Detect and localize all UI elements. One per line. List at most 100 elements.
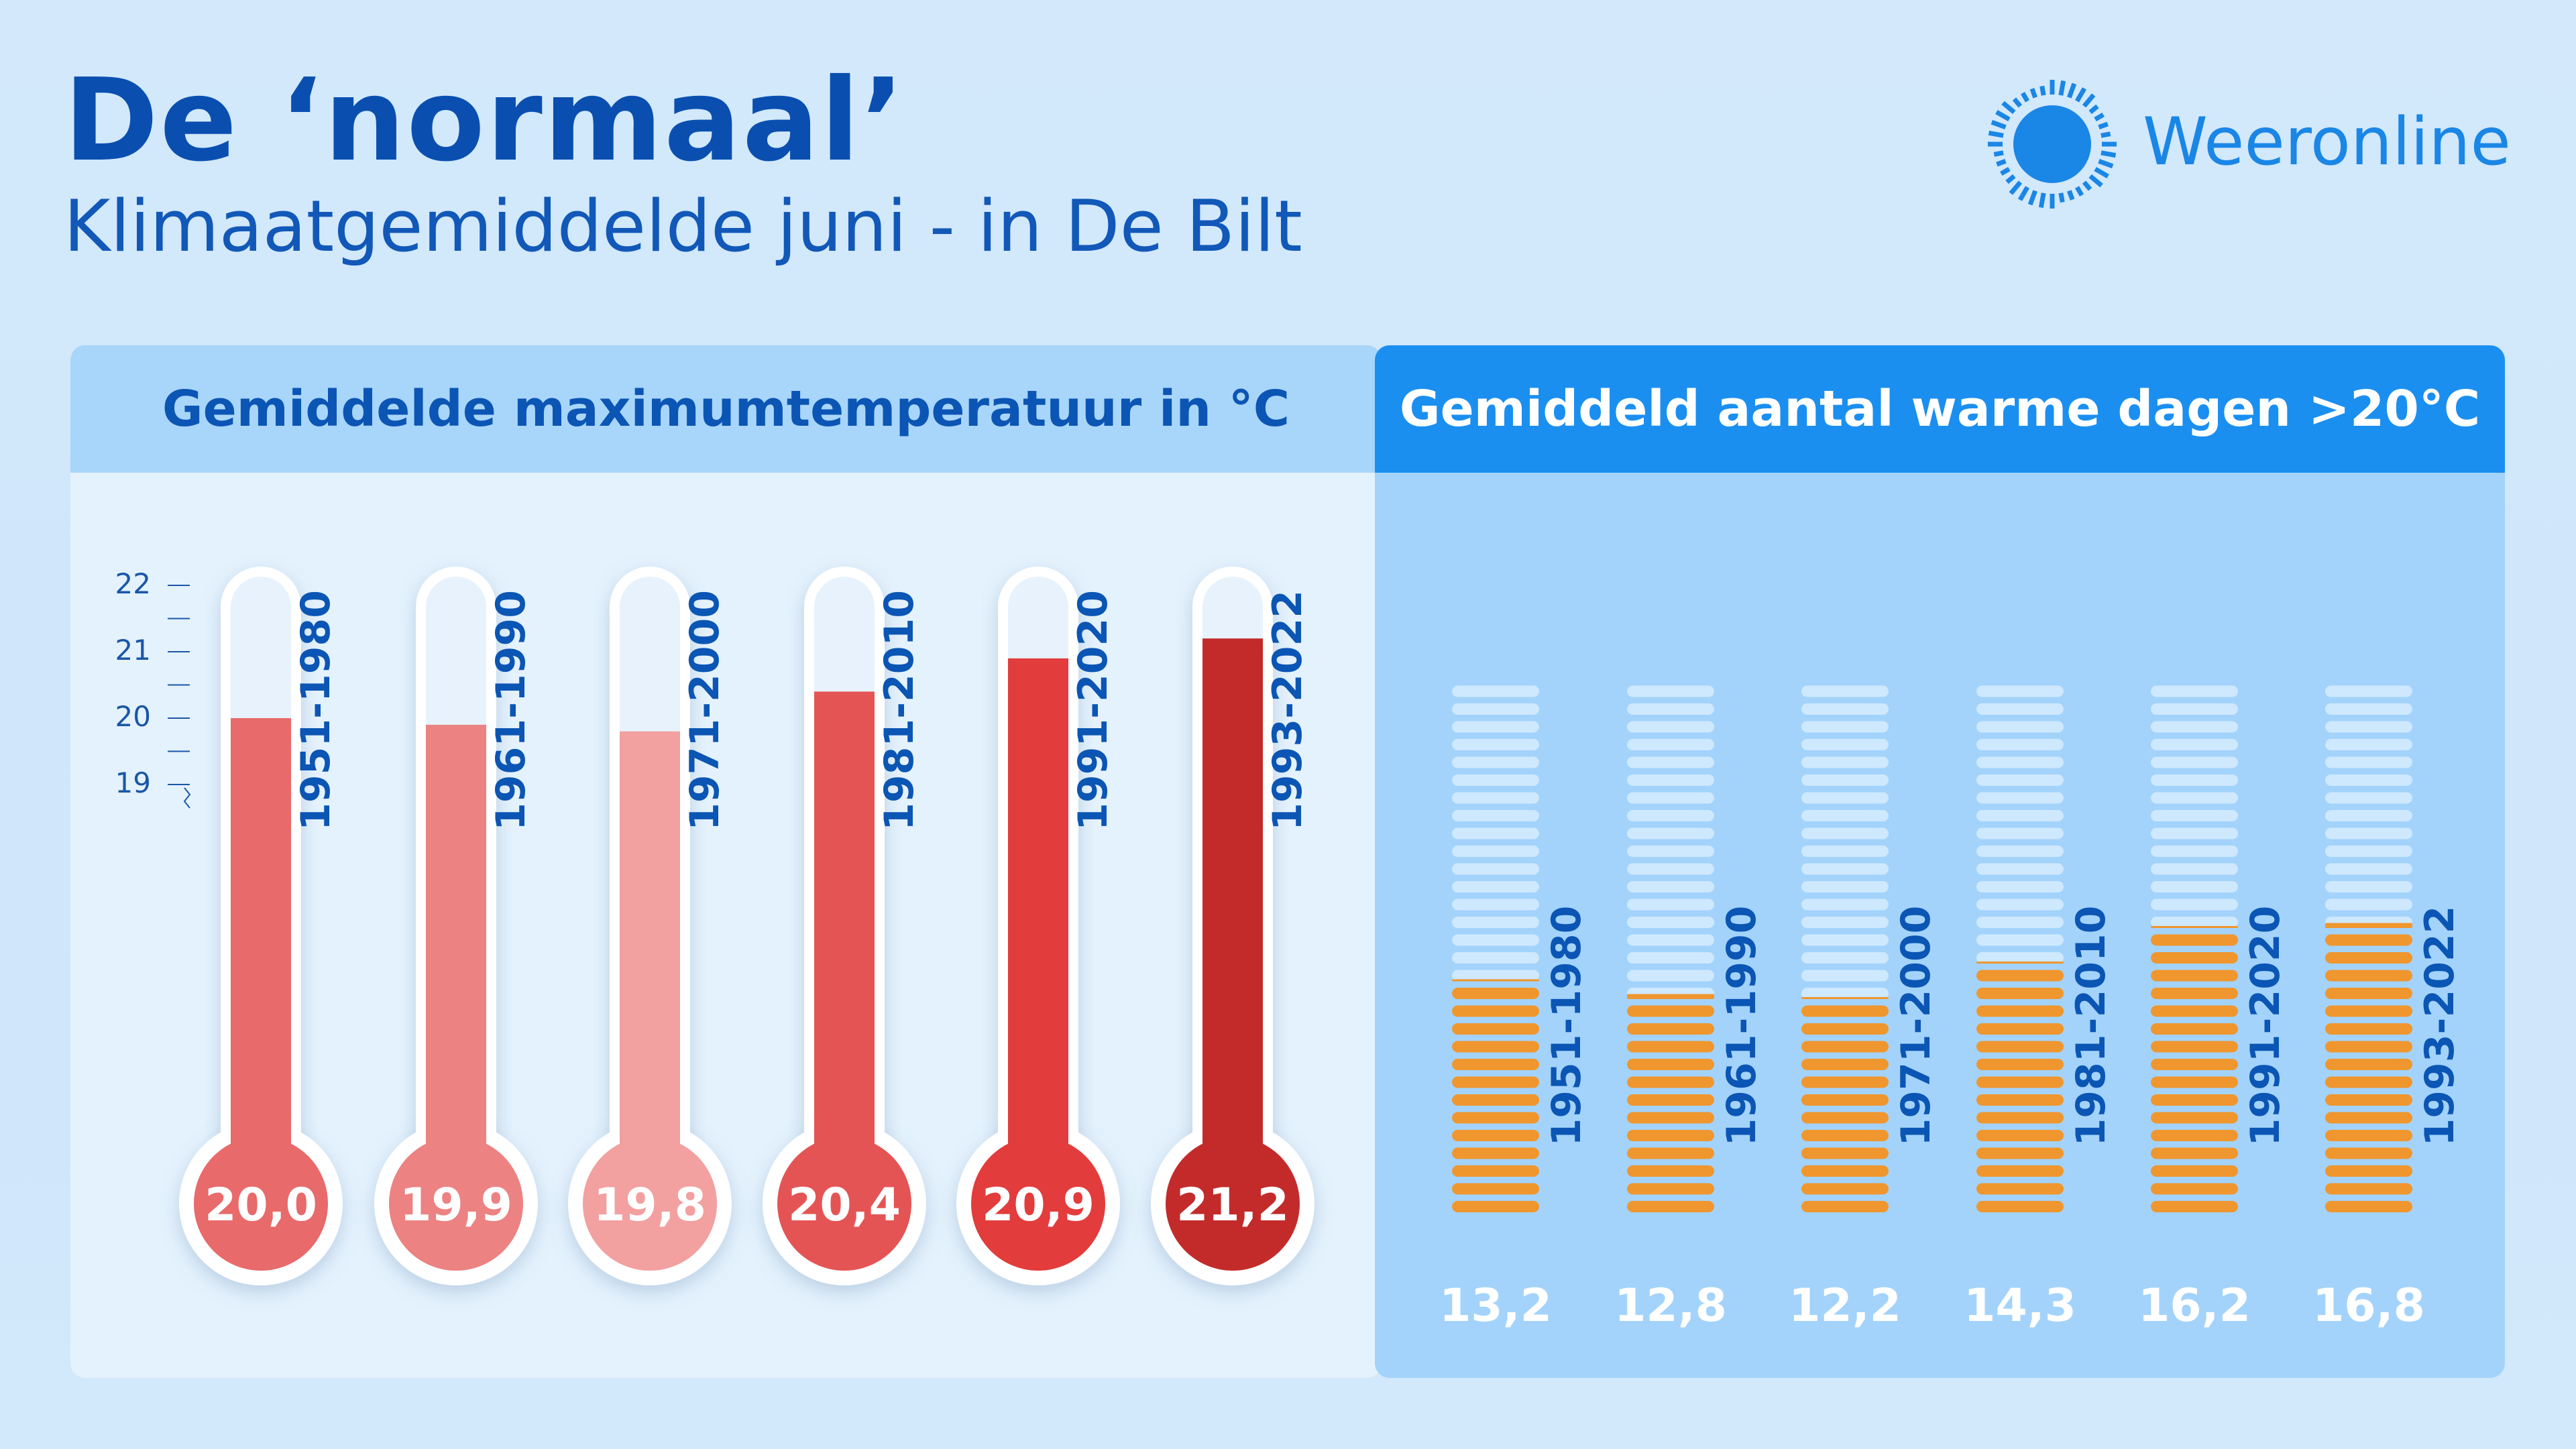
empty-stripe [1801,810,1889,821]
warm-day-stripe [2325,1041,2412,1053]
warm-day-stripe [2151,1059,2238,1070]
empty-stripe [2151,827,2238,839]
warm-day-stripe [1627,1183,1714,1195]
warm-day-stripe [1976,1183,2064,1195]
empty-stripe [1976,827,2064,839]
period-label: 1951-1980 [292,590,339,831]
period-label: 1961-1990 [488,590,535,831]
empty-stripe [2325,685,2412,697]
empty-stripe [1627,934,1714,946]
thermometer-bulb [194,1137,328,1271]
empty-stripe [1452,810,1539,821]
y-tick-label: 21 [115,634,151,666]
empty-stripe [1452,917,1539,928]
warm-day-stripe [1452,1183,1539,1195]
empty-stripe [1801,703,1889,715]
empty-stripe [1976,917,2064,928]
empty-stripe [1976,881,2064,892]
empty-stripe [1976,846,2064,857]
empty-stripe [1801,917,1889,928]
thermometer: 19,9 1961-1990 [374,567,538,1285]
warm-day-stripe [2325,1076,2412,1088]
warm-day-stripe [1452,1023,1539,1035]
empty-stripe [1627,810,1714,821]
warm-day-stripe [1452,1094,1539,1106]
logo-text: Weeronline [2143,104,2511,180]
thermometer-fill [814,691,875,1150]
warm-day-stripe [2325,1147,2412,1159]
empty-stripe [1801,934,1889,946]
thermometer-fill [620,731,680,1150]
thermometer-fill [1008,658,1068,1150]
empty-stripe [2151,739,2238,750]
empty-stripe [2325,792,2412,804]
value-label: 12,2 [1789,1279,1901,1332]
empty-stripe [1627,917,1714,928]
warm-day-stripe [1627,1165,1714,1177]
empty-stripe [1452,756,1539,768]
empty-stripe [1452,792,1539,804]
empty-stripe [1627,899,1714,911]
thermometer: 20,9 1991-2020 [956,567,1120,1285]
thermometer-fill [231,718,291,1150]
day-column: 13,2 1951-1980 [1439,685,1590,1332]
thermometer-bulb [1166,1137,1300,1271]
warm-day-stripe [1452,988,1539,999]
warm-day-stripe [1976,1059,2064,1070]
empty-stripe [1801,739,1889,750]
warm-day-stripe [2151,1112,2238,1124]
warm-day-stripe [2151,1147,2238,1159]
empty-stripe [1627,881,1714,892]
partial-day-stripe [1452,979,1539,982]
warm-day-stripe [1452,1201,1539,1212]
warm-day-stripe [1452,1165,1539,1177]
empty-stripe [1627,827,1714,839]
y-tick-label: 19 [115,766,151,799]
empty-stripe [1627,721,1714,733]
warm-day-stripe [1976,1147,2064,1159]
empty-stripe [2325,774,2412,786]
empty-stripe [2151,881,2238,892]
value-label: 16,2 [2138,1279,2251,1332]
empty-stripe [1452,863,1539,875]
empty-stripe [1976,774,2064,786]
empty-stripe [1627,792,1714,804]
period-label: 1993-2022 [1264,590,1311,831]
empty-stripe [1801,970,1889,982]
empty-stripe [1452,685,1539,697]
period-label: 1961-1990 [1718,906,1765,1147]
warm-day-stripe [1452,1005,1539,1017]
empty-stripe [1801,863,1889,875]
warm-day-stripe [2151,1183,2238,1195]
sun-icon [1988,80,2117,209]
warm-day-stripe [1452,1112,1539,1124]
warm-day-stripe [2325,1130,2412,1141]
empty-stripe [1452,774,1539,786]
y-tick-label: 20 [115,700,151,733]
empty-stripe [2151,846,2238,857]
empty-stripe [1801,685,1889,697]
warm-day-stripe [2151,970,2238,982]
warm-day-stripe [1801,1112,1889,1124]
warm-day-stripe [2151,1201,2238,1212]
warm-day-stripe [1627,1130,1714,1141]
empty-stripe [1801,899,1889,911]
empty-stripe [1452,952,1539,964]
empty-stripe [1452,846,1539,857]
empty-stripe [2325,739,2412,750]
empty-stripe [1801,721,1889,733]
partial-day-stripe [2151,926,2238,928]
thermometer-bulb [389,1137,523,1271]
warm-day-stripe [1976,1112,2064,1124]
empty-stripe [2151,756,2238,768]
warm-days-panel: Gemiddeld aantal warme dagen >20°C 13,2 1… [1375,345,2505,1378]
period-label: 1971-2000 [1893,906,1940,1147]
warm-day-stripe [1452,1041,1539,1053]
warm-day-stripe [1976,1076,2064,1088]
warm-day-stripe [1627,1112,1714,1124]
empty-stripe [1627,863,1714,875]
day-column: 14,3 1981-2010 [1964,685,2115,1332]
page-subtitle: Klimaatgemiddelde juni - in De Bilt [64,185,1302,268]
warm-day-stripe [1627,1005,1714,1017]
weeronline-logo[interactable]: Weeronline [1985,77,2511,211]
